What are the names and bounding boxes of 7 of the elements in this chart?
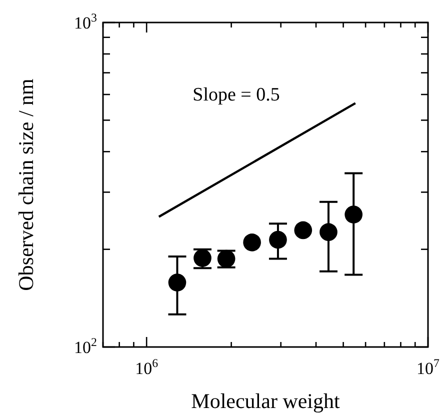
y-axis-title: Observed chain size / nm xyxy=(14,78,38,291)
x-tick-label: 10$^{7}$ xyxy=(416,356,440,378)
x-tick-label: 10$^{6}$ xyxy=(135,356,158,378)
x-axis-title: Molecular weight xyxy=(191,389,340,413)
y-tick-label: 10$^{2}$ xyxy=(74,335,98,357)
annotation: Slope = 0.5 xyxy=(192,84,280,106)
y-tick-label: 10$^{3}$ xyxy=(74,10,98,32)
